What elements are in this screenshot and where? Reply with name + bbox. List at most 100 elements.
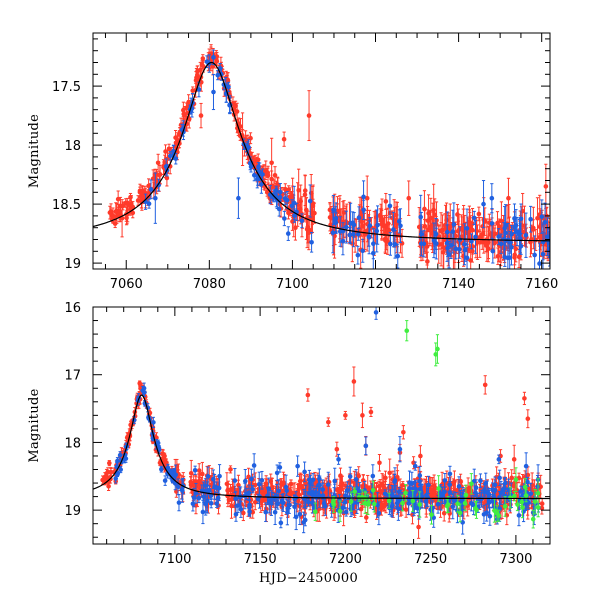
green-point (331, 496, 337, 514)
blue-point (159, 465, 164, 473)
red-point (326, 417, 331, 427)
blue-point (545, 217, 550, 257)
x-tick-label: 7150 (244, 552, 277, 567)
blue-point (153, 172, 158, 224)
blue-point (287, 500, 292, 510)
blue-point (361, 180, 366, 214)
red-point (431, 490, 437, 501)
red-point (495, 247, 501, 266)
blue-point (397, 436, 403, 463)
blue-point (284, 485, 289, 496)
blue-point (540, 232, 546, 269)
blue-point (302, 461, 307, 483)
x-tick-label: 7060 (110, 277, 143, 292)
red-point (425, 251, 430, 269)
green-point (410, 490, 416, 512)
green-point (469, 473, 474, 495)
y-tick-label: 19 (64, 257, 81, 272)
blue-point (418, 211, 424, 257)
red-point (305, 388, 311, 402)
green-point (522, 478, 528, 496)
blue-point (355, 245, 361, 265)
blue-point (389, 485, 395, 504)
red-point (306, 215, 312, 251)
blue-series (143, 49, 550, 269)
x-tick-label: 7100 (158, 552, 191, 567)
blue-point (190, 496, 196, 512)
green-point (417, 491, 423, 518)
green-point (366, 498, 372, 507)
top-panel-data-points (107, 44, 550, 269)
y-tick-label: 17.5 (52, 80, 81, 95)
blue-point (448, 231, 454, 260)
green-point (337, 500, 343, 522)
blue-point (167, 151, 173, 161)
blue-point (484, 503, 489, 522)
red-point (281, 131, 287, 147)
red-point (455, 203, 460, 225)
blue-point (196, 493, 202, 504)
blue-point (196, 81, 202, 98)
red-point (482, 375, 488, 395)
blue-point (445, 239, 450, 257)
blue-point (251, 169, 257, 182)
blue-point (348, 202, 353, 245)
blue-point (249, 468, 254, 490)
blue-point (205, 481, 210, 501)
red-point (155, 153, 161, 172)
red-point (265, 165, 271, 185)
red-point (269, 137, 274, 188)
red-point (128, 192, 133, 202)
blue-point (212, 473, 217, 500)
blue-point (496, 228, 501, 246)
y-tick-label: 18 (64, 436, 81, 451)
blue-point (118, 466, 123, 474)
red-point (400, 481, 406, 490)
green-point (312, 502, 318, 521)
blue-point (313, 487, 319, 497)
blue-point (301, 511, 306, 534)
red-point (188, 459, 194, 487)
red-point (399, 228, 405, 258)
blue-point (497, 469, 502, 487)
blue-point (489, 183, 495, 214)
green-point (352, 487, 357, 496)
blue-point (442, 473, 448, 488)
blue-point (340, 501, 346, 514)
red-point (403, 501, 409, 518)
blue-point (255, 168, 261, 186)
blue-point (297, 503, 303, 526)
red-point (238, 118, 243, 135)
x-tick-label: 7120 (359, 277, 392, 292)
blue-point (469, 233, 474, 250)
red-point (115, 190, 121, 208)
red-point (543, 163, 549, 210)
blue-point (414, 503, 420, 514)
blue-point (316, 483, 322, 508)
blue-point (392, 467, 398, 494)
blue-point (490, 238, 496, 264)
red-point (286, 185, 292, 194)
y-tick-label: 19 (64, 504, 81, 519)
blue-point (282, 192, 288, 205)
blue-point (285, 499, 290, 526)
red-point (476, 206, 482, 222)
blue-point (200, 499, 206, 525)
blue-point (462, 223, 467, 266)
y-tick-label: 18 (64, 139, 81, 154)
red-point (188, 475, 194, 489)
x-tick-label: 7140 (442, 277, 475, 292)
blue-point (115, 457, 120, 465)
green-point (535, 478, 541, 509)
blue-point (528, 482, 534, 505)
blue-point (251, 453, 257, 478)
blue-point (523, 212, 529, 258)
red-point (334, 441, 340, 457)
blue-point (473, 220, 478, 254)
blue-point (238, 500, 244, 518)
red-point (384, 208, 389, 246)
blue-point (148, 179, 154, 200)
blue-point (542, 202, 548, 242)
red-point (393, 201, 399, 229)
